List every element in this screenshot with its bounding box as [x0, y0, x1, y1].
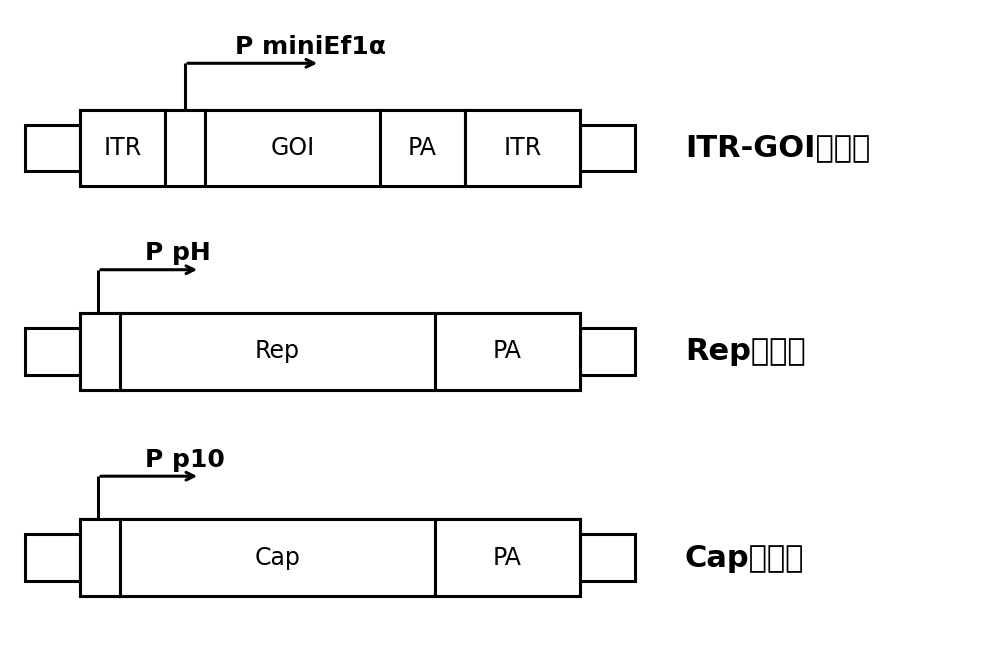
Text: PA: PA	[493, 339, 522, 364]
Bar	[580, 125, 635, 172]
Text: ITR-GOI表达框: ITR-GOI表达框	[685, 133, 870, 163]
Bar	[120, 313, 435, 390]
Bar	[380, 110, 465, 186]
Text: ITR: ITR	[503, 136, 542, 161]
Text: ITR: ITR	[103, 136, 142, 161]
Text: GOI: GOI	[270, 136, 315, 161]
Bar	[435, 519, 580, 596]
Bar	[80, 313, 580, 390]
Bar	[165, 110, 205, 186]
Bar	[80, 313, 120, 390]
Text: PA: PA	[408, 136, 437, 161]
Text: PA: PA	[493, 545, 522, 570]
Text: P pH: P pH	[145, 241, 211, 265]
Bar	[435, 313, 580, 390]
Text: Cap: Cap	[255, 545, 300, 570]
Bar	[25, 125, 80, 172]
Text: Rep表达框: Rep表达框	[685, 337, 806, 366]
Bar	[80, 519, 120, 596]
Text: P p10: P p10	[145, 448, 225, 472]
Bar	[25, 328, 80, 374]
Text: Rep: Rep	[255, 339, 300, 364]
Bar	[25, 534, 80, 581]
Bar	[80, 110, 165, 186]
Bar	[205, 110, 380, 186]
Text: P miniEf1α: P miniEf1α	[235, 35, 386, 59]
Bar	[80, 110, 580, 186]
Bar	[80, 519, 580, 596]
Bar	[580, 534, 635, 581]
Text: Cap表达框: Cap表达框	[685, 543, 804, 573]
Bar	[120, 519, 435, 596]
Bar	[580, 328, 635, 374]
Bar	[465, 110, 580, 186]
